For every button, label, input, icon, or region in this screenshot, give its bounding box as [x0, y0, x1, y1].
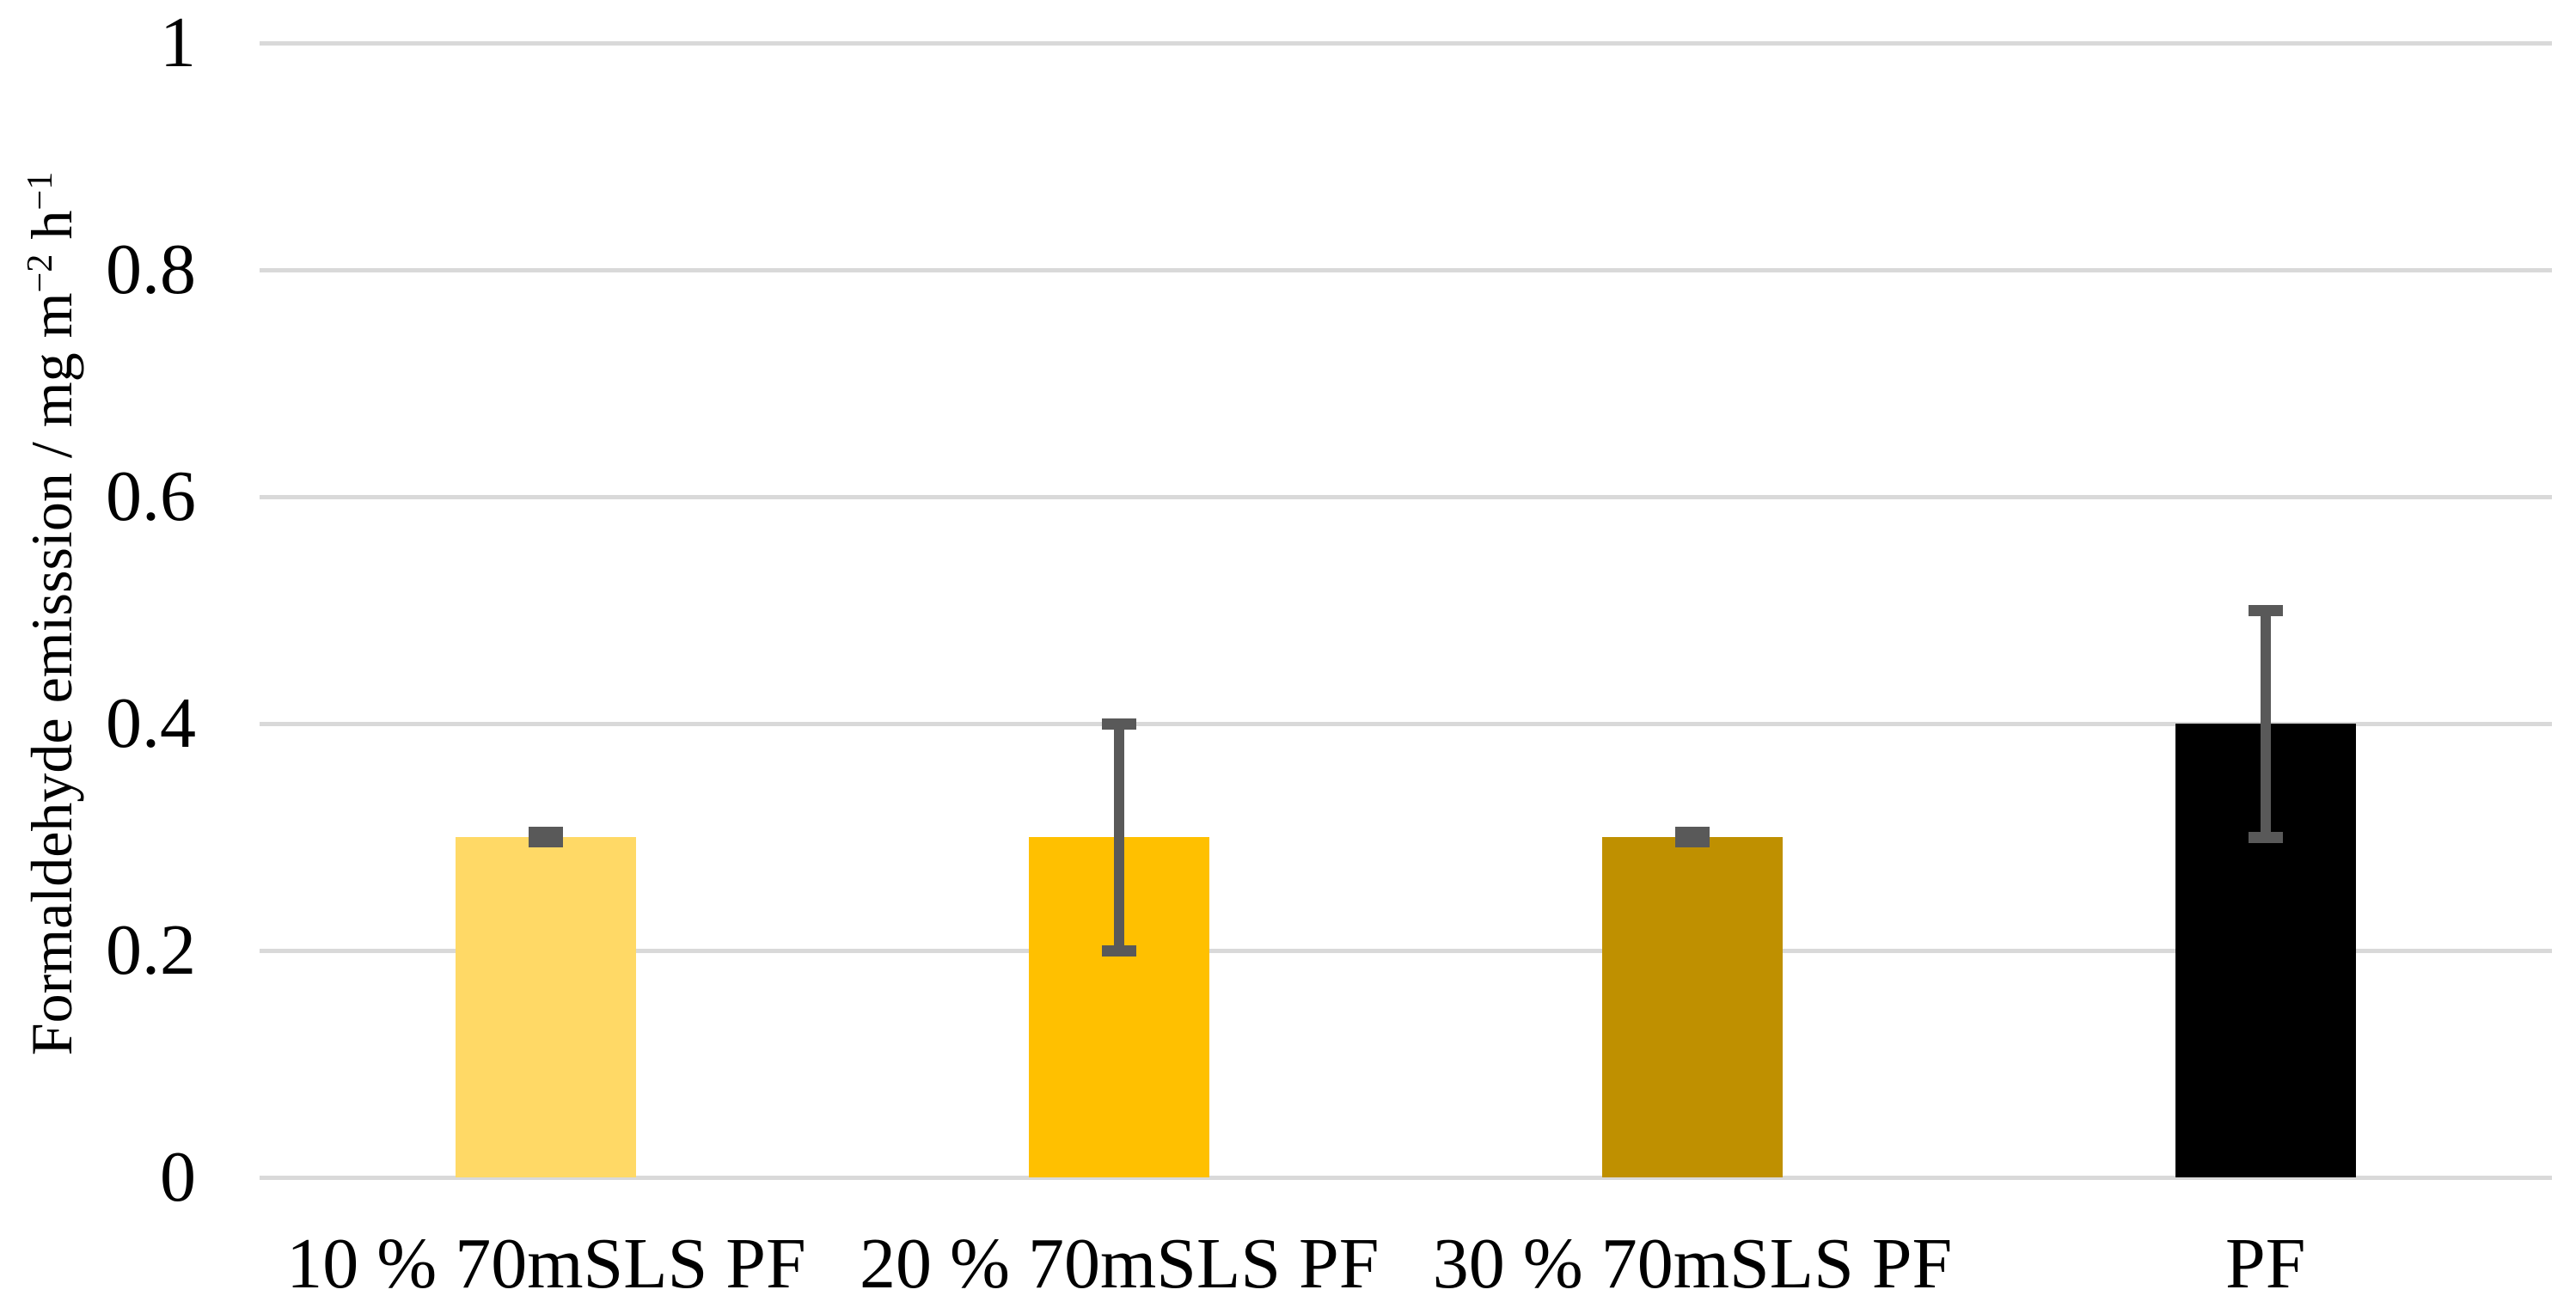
y-tick-label: 0	[160, 1137, 196, 1217]
gridline	[260, 267, 2552, 272]
y-axis-title: Formaldehyde emisssion / mg m−2 h−1	[12, 3, 91, 1224]
gridline	[260, 40, 2552, 46]
error-bar-cap	[2248, 831, 2283, 843]
bar	[456, 837, 637, 1177]
gridline	[260, 948, 2552, 953]
plot-area	[260, 40, 2552, 1180]
error-bar-cap	[2248, 604, 2283, 616]
error-bar-line	[1114, 724, 1125, 950]
x-category-label: 30 % 70mSLS PF	[1432, 1224, 1953, 1304]
error-bar-cap	[1674, 827, 1710, 839]
y-tick-label: 1	[160, 3, 196, 83]
error-bar-cap	[1674, 835, 1710, 847]
y-tick-label: 0.2	[106, 910, 196, 990]
x-category-label: PF	[2225, 1224, 2306, 1304]
gridline	[260, 1175, 2552, 1180]
y-axis-title-superscript: −1	[19, 171, 60, 211]
error-bar-cap	[1102, 718, 1137, 730]
error-bar-line	[2260, 610, 2271, 837]
error-bar-cap	[1102, 944, 1137, 957]
error-bar-cap	[529, 827, 564, 839]
y-tick-label: 0.4	[106, 683, 196, 763]
error-bar-cap	[529, 835, 564, 847]
x-category-label: 20 % 70mSLS PF	[860, 1224, 1380, 1304]
gridline	[260, 721, 2552, 726]
bar	[1601, 837, 1783, 1177]
y-tick-label: 0.8	[106, 229, 196, 309]
gridline	[260, 494, 2552, 499]
y-tick-label: 0.6	[106, 456, 196, 536]
x-category-label: 10 % 70mSLS PF	[286, 1224, 806, 1304]
